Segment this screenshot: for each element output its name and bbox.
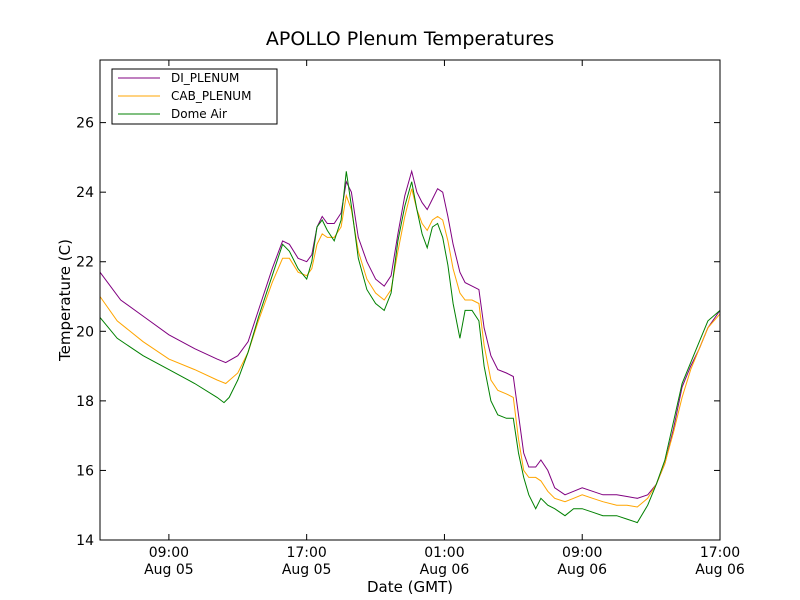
y-tick-label: 24 — [76, 185, 94, 201]
y-tick-label: 26 — [76, 116, 94, 132]
x-tick-date-label: Aug 06 — [695, 562, 745, 578]
x-axis-label: Date (GMT) — [367, 578, 453, 596]
x-tick-time-label: 01:00 — [424, 545, 464, 561]
legend-label: CAB_PLENUM — [171, 89, 251, 103]
legend-label: DI_PLENUM — [171, 71, 239, 85]
series-layer — [99, 169, 721, 524]
x-tick-date-label: Aug 06 — [557, 562, 607, 578]
y-tick-label: 20 — [76, 324, 94, 340]
x-tick-time-label: 17:00 — [700, 545, 740, 561]
plot-frame — [99, 59, 721, 541]
series-line-cab-plenum — [99, 188, 721, 508]
x-tick-time-label: 09:00 — [562, 545, 602, 561]
x-tick-date-label: Aug 06 — [420, 562, 470, 578]
legend-label: Dome Air — [171, 107, 227, 121]
y-tick-label: 18 — [76, 394, 94, 410]
y-tick-label: 14 — [76, 533, 94, 549]
series-line-di-plenum — [99, 169, 721, 499]
y-tick-label: 16 — [76, 463, 94, 479]
x-tick-date-label: Aug 05 — [144, 562, 194, 578]
y-axis-label: Temperature (C) — [56, 239, 74, 362]
x-tick-date-label: Aug 05 — [282, 562, 332, 578]
x-tick-time-label: 17:00 — [286, 545, 326, 561]
chart-title: APOLLO Plenum Temperatures — [266, 28, 554, 50]
legend: DI_PLENUM CAB_PLENUM Dome Air — [111, 68, 278, 125]
x-tick-time-label: 09:00 — [149, 545, 189, 561]
y-tick-label: 22 — [76, 255, 94, 271]
series-line-dome-air — [99, 171, 721, 524]
